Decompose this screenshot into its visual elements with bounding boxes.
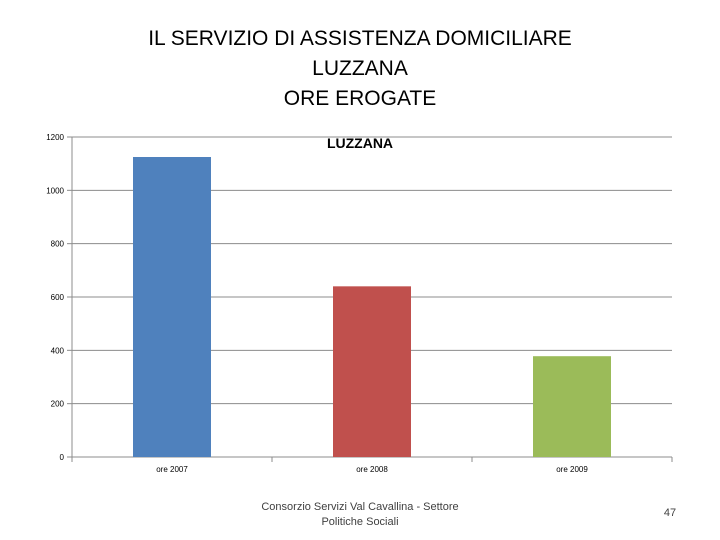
chart-title: LUZZANA xyxy=(327,135,393,151)
x-tick-label: ore 2009 xyxy=(556,465,588,474)
bar-ore-2007 xyxy=(133,157,211,457)
y-tick-label: 600 xyxy=(51,293,65,302)
footer-text: Consorzio Servizi Val Cavallina - Settor… xyxy=(240,500,480,530)
x-tick-label: ore 2008 xyxy=(356,465,388,474)
bar-ore-2008 xyxy=(333,286,411,457)
y-tick-label: 400 xyxy=(51,346,65,355)
slide-title: IL SERVIZIO DI ASSISTENZA DOMICILIARE LU… xyxy=(0,24,720,114)
y-tick-label: 0 xyxy=(60,453,65,462)
x-tick-label: ore 2007 xyxy=(156,465,188,474)
footer-line-1: Consorzio Servizi Val Cavallina - Settor… xyxy=(261,501,459,513)
slide-title-line-1: IL SERVIZIO DI ASSISTENZA DOMICILIARE xyxy=(148,27,572,50)
y-tick-label: 1000 xyxy=(46,186,64,195)
y-tick-label: 200 xyxy=(51,400,65,409)
slide-title-line-3: ORE EROGATE xyxy=(283,87,437,110)
y-tick-label: 1200 xyxy=(46,133,64,142)
footer-line-2: Politiche Sociali xyxy=(321,516,399,528)
slide-title-line-2: LUZZANA xyxy=(312,57,408,80)
chart-labels: 0 200 400 600 800 1000 1200 ore 2007 ore 2008 ore… xyxy=(46,133,588,474)
bar-ore-2009 xyxy=(533,356,611,457)
chart-bars xyxy=(133,157,611,457)
y-tick-label: 800 xyxy=(51,240,65,249)
page-number: 47 xyxy=(663,507,677,519)
